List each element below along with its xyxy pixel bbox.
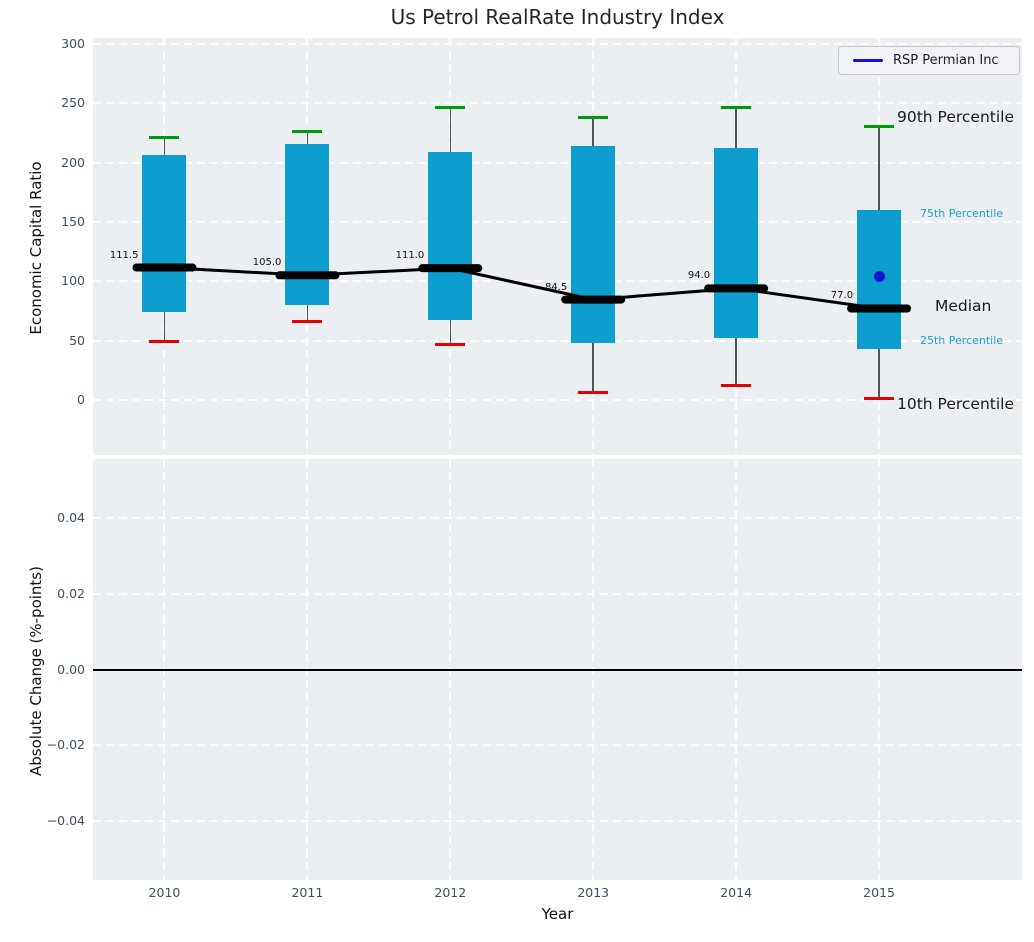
top-y-tick-label: 50 [69, 332, 85, 348]
annotation-median: Median [935, 296, 992, 315]
median-value-label: 94.0 [687, 270, 711, 282]
top-y-tick-label: 250 [61, 95, 85, 111]
company-data-point [873, 270, 885, 282]
top-plot-area: 111.5 105.0 111.0 84.5 94.0 77.0 90th Percenti… [93, 38, 1022, 455]
annotation-10th-percentile: 10th Percentile [897, 395, 1015, 414]
annotation-25th-percentile: 25th Percentile [920, 333, 1004, 347]
median-value-label: 111.5 [109, 249, 139, 261]
box-iqr [428, 151, 473, 321]
bottom-y-tick-label: 0.02 [57, 585, 85, 601]
gridline-horizontal [93, 398, 1022, 401]
gridline-horizontal [93, 820, 1022, 823]
zero-reference-line [93, 668, 1022, 671]
top-y-tick-label: 300 [61, 35, 85, 51]
legend-line-swatch [853, 59, 883, 62]
median-line-overlay [132, 263, 912, 313]
top-y-tick-label: 150 [61, 213, 85, 229]
legend-label: RSP Permian Inc [893, 53, 999, 68]
x-tick-label: 2010 [148, 885, 181, 900]
median-value-label: 84.5 [544, 281, 568, 293]
gridline-horizontal [93, 744, 1022, 747]
cap-90th-percentile [578, 115, 609, 119]
gridline-horizontal [93, 339, 1022, 342]
cap-10th-percentile [721, 384, 752, 388]
x-tick-label: 2011 [291, 885, 324, 900]
gridline-horizontal [93, 516, 1022, 519]
gridline-horizontal [93, 220, 1022, 223]
box-iqr [714, 148, 759, 339]
bottom-y-tick-label: −0.04 [46, 813, 85, 829]
median-value-label: 111.0 [395, 250, 425, 262]
cap-90th-percentile [864, 125, 895, 129]
cap-10th-percentile [435, 342, 466, 346]
bottom-y-tick-label: 0.00 [57, 661, 85, 677]
gridline-horizontal [93, 161, 1022, 164]
x-tick-label: 2012 [434, 885, 467, 900]
x-tick-label: 2014 [720, 885, 753, 900]
box-iqr [571, 145, 616, 343]
bottom-y-tick-label: −0.02 [46, 737, 85, 753]
top-y-tick-label: 100 [61, 273, 85, 289]
cap-10th-percentile [292, 320, 323, 324]
bottom-y-tick-label: 0.04 [57, 509, 85, 525]
box-iqr [142, 155, 187, 313]
annotation-90th-percentile: 90th Percentile [897, 108, 1015, 127]
cap-90th-percentile [292, 130, 323, 134]
top-y-tick-label: 0 [77, 391, 85, 407]
bottom-plot-area [93, 459, 1022, 880]
x-axis-label: Year [541, 905, 574, 923]
median-value-label: 105.0 [252, 257, 282, 269]
cap-90th-percentile [435, 106, 466, 110]
annotation-75th-percentile: 75th Percentile [920, 206, 1004, 220]
median-value-label: 77.0 [830, 290, 854, 302]
gridline-horizontal [93, 280, 1022, 283]
cap-10th-percentile [578, 391, 609, 395]
chart-title: Us Petrol RealRate Industry Index [390, 5, 725, 29]
cap-10th-percentile [864, 397, 895, 401]
cap-10th-percentile [149, 340, 180, 344]
cap-90th-percentile [721, 106, 752, 110]
cap-90th-percentile [149, 136, 180, 140]
gridline-horizontal [93, 42, 1022, 45]
gridline-horizontal [93, 102, 1022, 105]
top-y-tick-label: 200 [61, 154, 85, 170]
x-tick-label: 2015 [863, 885, 895, 900]
gridline-horizontal [93, 592, 1022, 595]
legend: RSP Permian Inc [838, 46, 1020, 75]
x-tick-label: 2013 [577, 885, 610, 900]
